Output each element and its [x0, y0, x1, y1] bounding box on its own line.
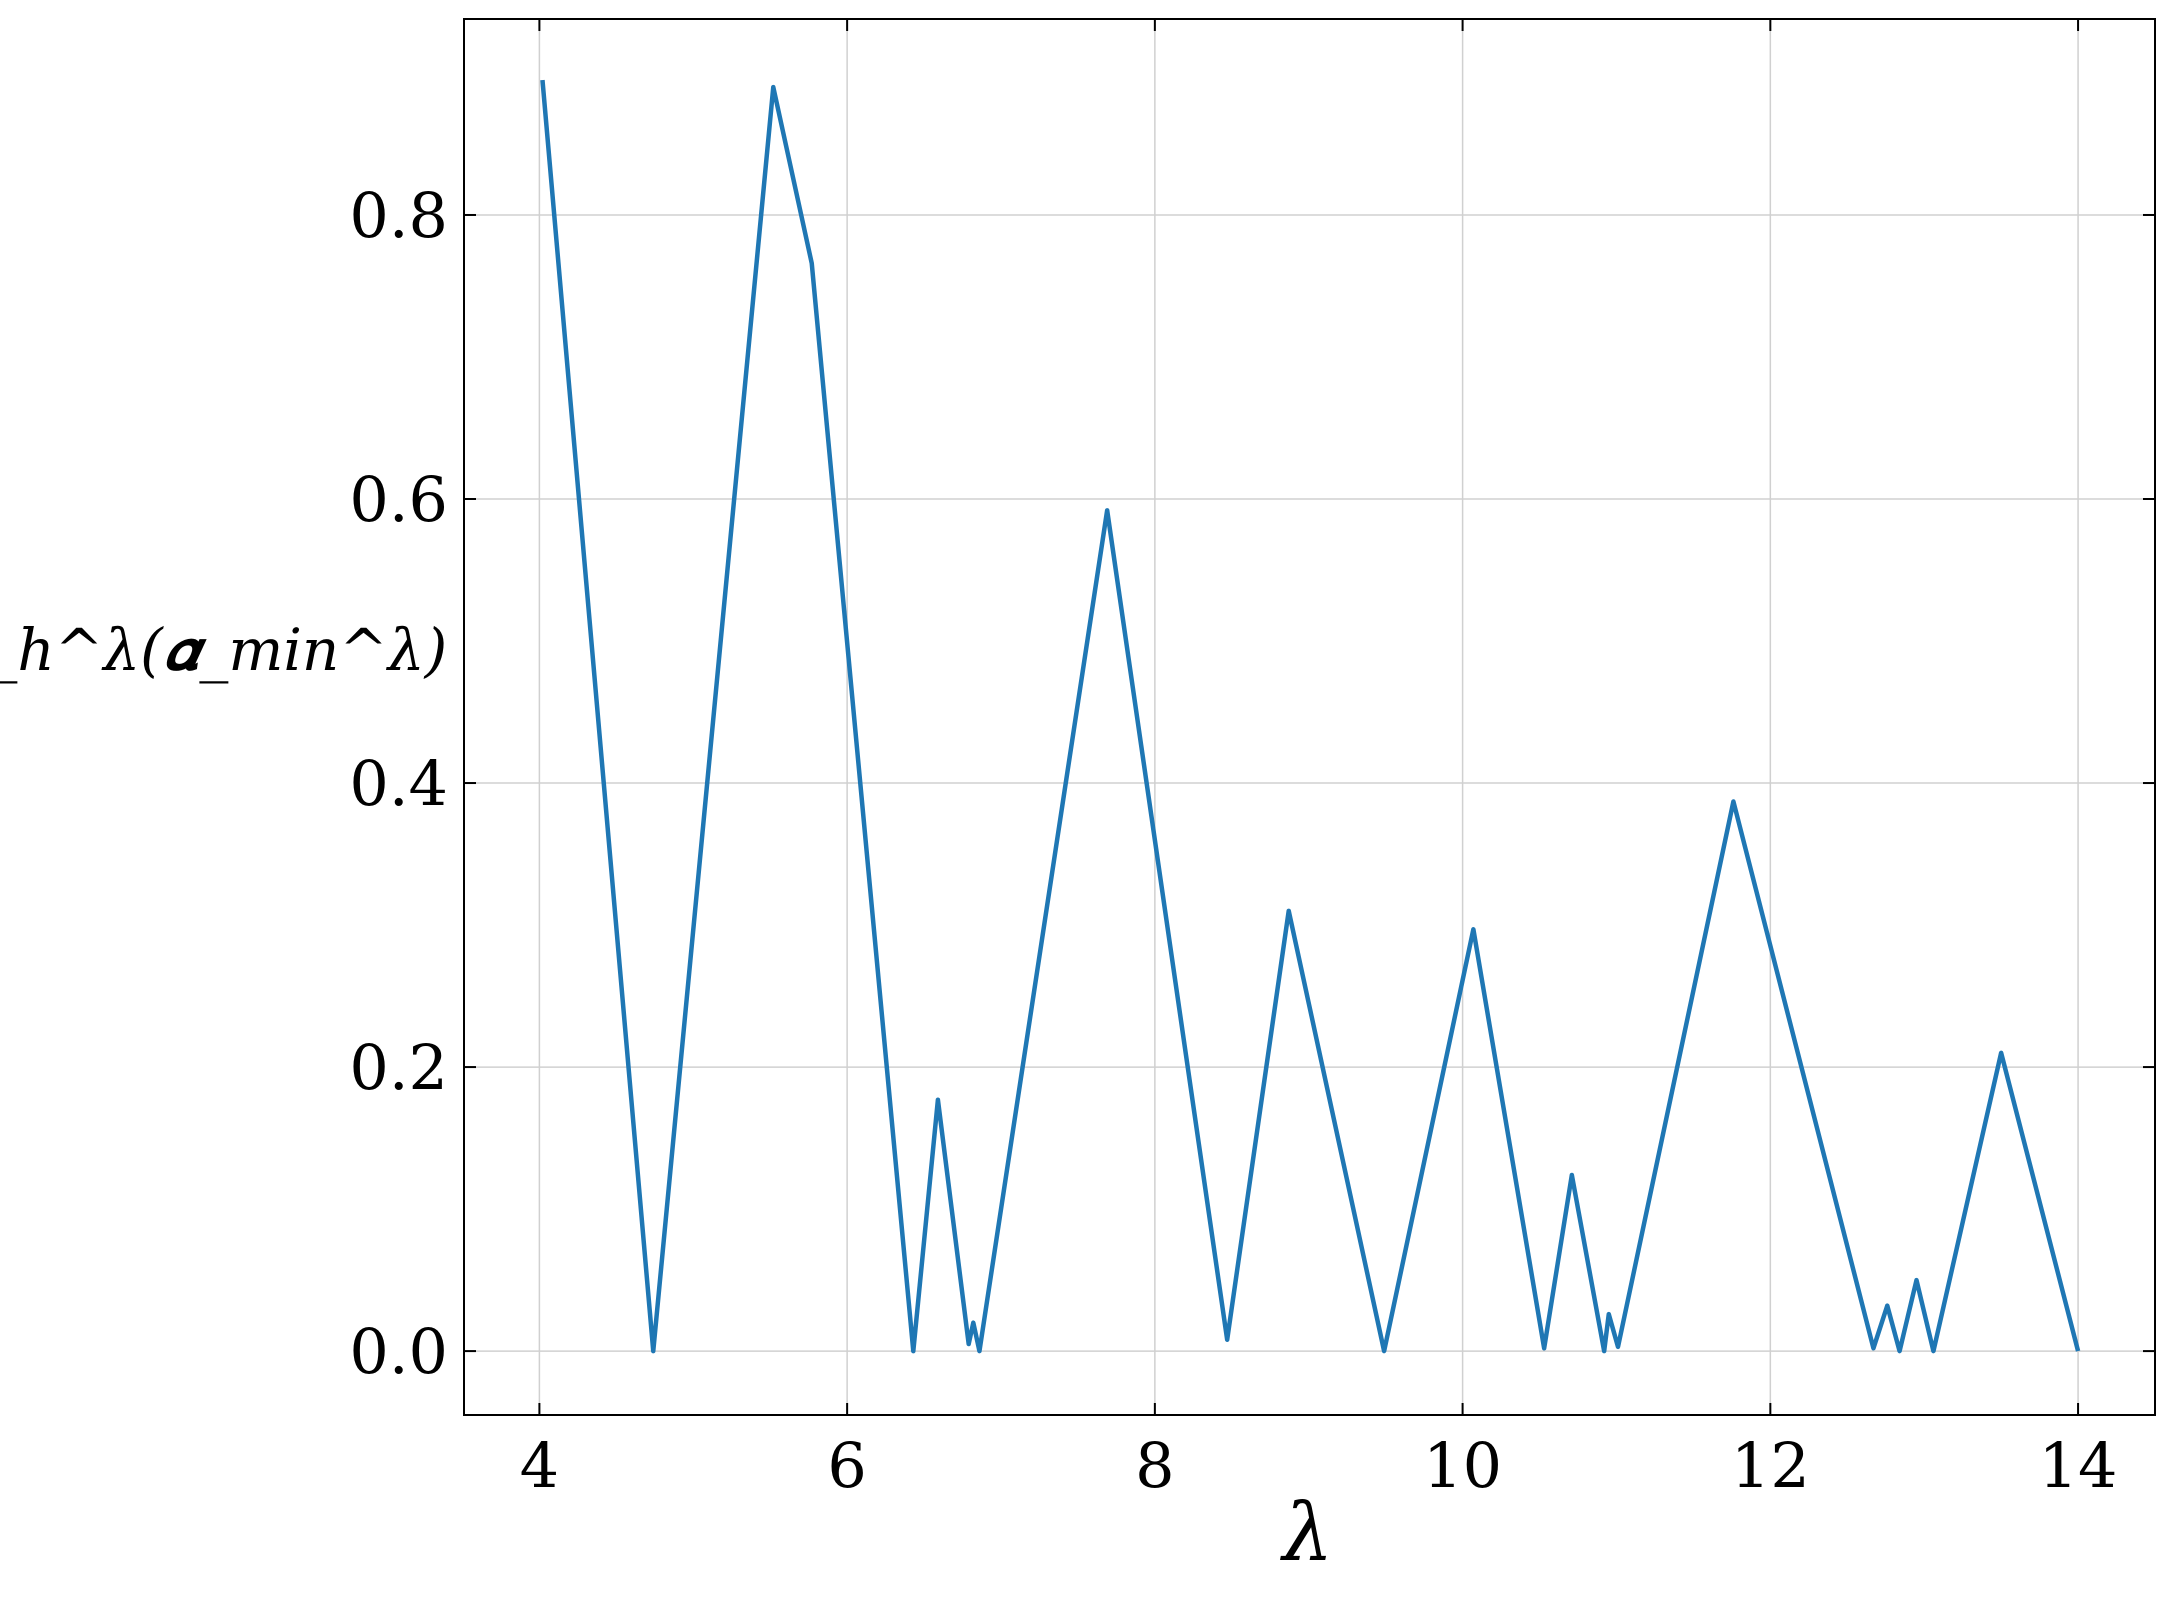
y-tick-label: 0.2 [349, 1031, 448, 1104]
x-tick-label: 6 [827, 1429, 866, 1502]
data-line [540, 79, 2081, 1354]
x-tick-label: 14 [2039, 1429, 2118, 1502]
y-tick-label: 0.4 [349, 747, 448, 820]
x-tick-label: 10 [1423, 1429, 1502, 1502]
y-tick-label: 0.6 [349, 463, 448, 536]
y-tick-label: 0.0 [349, 1315, 448, 1388]
plot-frame [463, 18, 2156, 1416]
y-axis-label: ℱ_h^λ(𝜶_min^λ) [0, 616, 447, 684]
x-axis-label: λ [1280, 1486, 1334, 1579]
x-tick-label: 4 [520, 1429, 559, 1502]
y-tick-label: 0.8 [349, 179, 448, 252]
x-tick-label: 12 [1731, 1429, 1810, 1502]
x-tick-label: 8 [1135, 1429, 1174, 1502]
